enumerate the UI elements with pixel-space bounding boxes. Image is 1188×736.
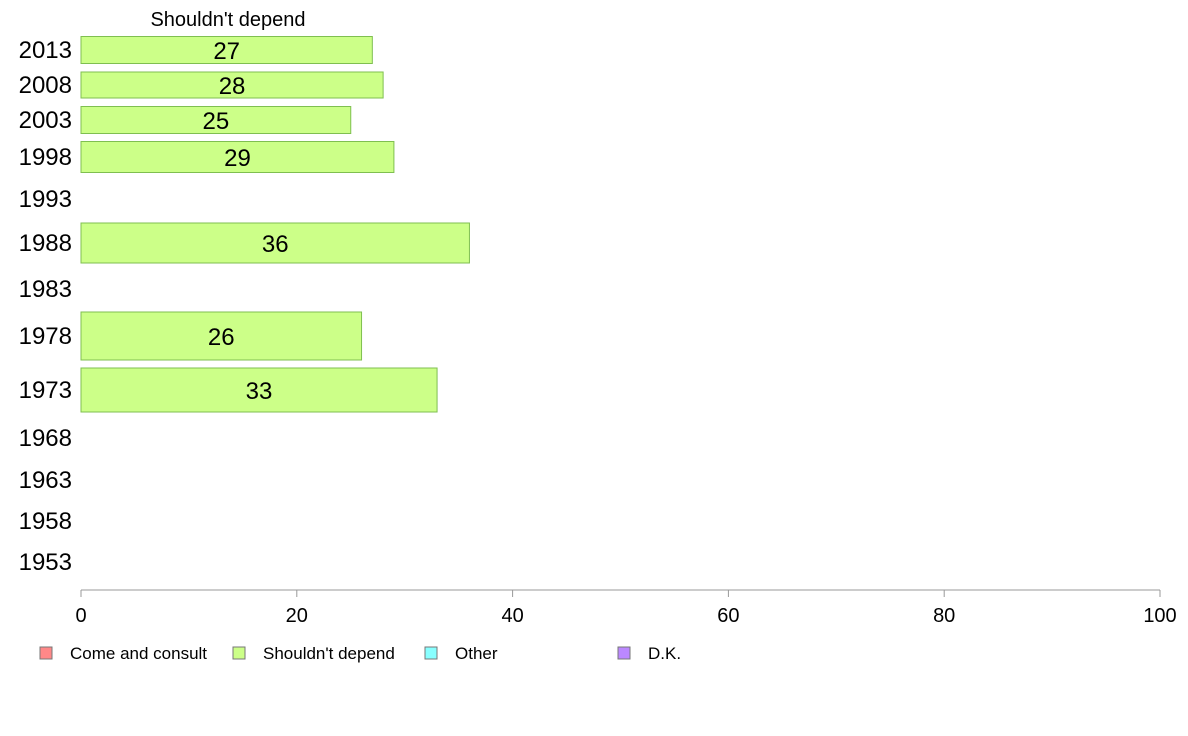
legend-label-shouldn-t-depend: Shouldn't depend	[263, 644, 395, 663]
bar-1998	[80, 141, 395, 173]
x-tick-label-0: 0	[75, 605, 86, 627]
data-label-2013: 27	[213, 38, 240, 65]
bar-2003	[80, 106, 352, 134]
data-label-1998: 29	[224, 145, 251, 172]
x-tick-label-100: 100	[1143, 605, 1176, 627]
data-label-1973: 33	[246, 378, 273, 405]
y-tick-label-1983: 1983	[19, 276, 72, 303]
legend-swatch-d-k	[617, 646, 631, 660]
bars-group: 27 28 25 29 36 26 33	[80, 36, 470, 413]
legend-swatch-shouldn-t-depend	[232, 646, 246, 660]
y-tick-label-1988: 1988	[19, 230, 72, 257]
data-label-2003: 25	[203, 108, 230, 135]
legend-label-other: Other	[455, 644, 498, 663]
bar-1973	[80, 367, 438, 413]
y-tick-label-1953: 1953	[19, 549, 72, 576]
legend-label-come-and-consult: Come and consult	[70, 644, 207, 663]
data-label-1978: 26	[208, 324, 235, 351]
x-tick-label-60: 60	[717, 605, 739, 627]
panel-title: Shouldn't depend	[150, 9, 305, 31]
y-tick-label-2013: 2013	[19, 37, 72, 64]
legend-swatch-other	[424, 646, 438, 660]
y-axis-labels: 2013 2008 2003 1998 1993 1988 1983 1978 1973 1968…	[19, 37, 72, 576]
legend-label-d-k: D.K.	[648, 644, 681, 663]
bar-2013	[80, 36, 373, 64]
y-tick-label-1993: 1993	[19, 186, 72, 213]
data-label-2008: 28	[219, 73, 246, 100]
bar-1978	[80, 311, 363, 361]
y-tick-label-2003: 2003	[19, 107, 72, 134]
x-tick-label-40: 40	[501, 605, 523, 627]
y-tick-label-2008: 2008	[19, 72, 72, 99]
x-tick-label-80: 80	[933, 605, 955, 627]
legend-swatch-come-and-consult	[39, 646, 53, 660]
bar-2008	[80, 71, 384, 99]
data-label-1988: 36	[262, 231, 289, 258]
y-tick-label-1968: 1968	[19, 425, 72, 452]
y-tick-label-1963: 1963	[19, 467, 72, 494]
y-tick-label-1978: 1978	[19, 323, 72, 350]
x-tick-label-20: 20	[286, 605, 308, 627]
y-tick-label-1973: 1973	[19, 377, 72, 404]
y-tick-label-1998: 1998	[19, 144, 72, 171]
y-tick-label-1958: 1958	[19, 508, 72, 535]
legend: Come and consult Shouldn't depend Other D.K…	[39, 644, 681, 663]
x-axis: 0 20 40 60 80 100	[75, 589, 1177, 627]
bar-1988	[80, 222, 470, 264]
